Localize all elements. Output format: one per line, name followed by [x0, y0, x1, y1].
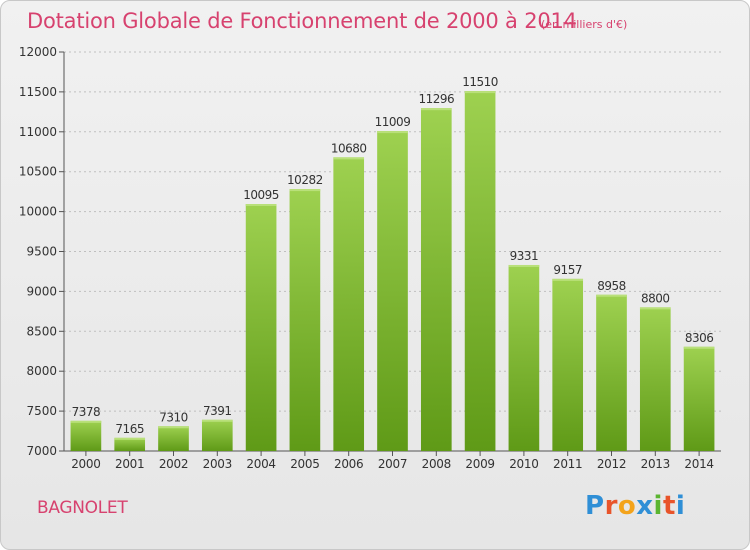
- y-tick-label: 7500: [26, 404, 57, 418]
- bar-2000[interactable]: [70, 420, 102, 451]
- x-tick-label: 2007: [378, 457, 407, 471]
- logo-letter: i: [675, 491, 686, 521]
- bar-highlight: [377, 131, 408, 134]
- value-label: 10282: [287, 173, 323, 187]
- proxiti-logo[interactable]: Proxiti: [585, 491, 685, 521]
- bar-2008[interactable]: [420, 108, 452, 451]
- x-tick-label: 2001: [115, 457, 144, 471]
- bar-2009[interactable]: [464, 91, 496, 452]
- bar-highlight: [420, 108, 452, 111]
- bar-2004[interactable]: [245, 204, 277, 451]
- y-tick-label: 9500: [26, 245, 57, 259]
- bar-2011[interactable]: [552, 278, 584, 451]
- value-label: 11510: [462, 75, 498, 89]
- y-tick-label: 11000: [19, 125, 57, 139]
- value-label: 7310: [159, 410, 188, 424]
- bar-highlight: [245, 204, 277, 207]
- x-tick-label: 2013: [641, 457, 670, 471]
- y-tick-label: 11500: [19, 85, 57, 99]
- x-tick-label: 2002: [159, 457, 188, 471]
- x-tick-label: 2014: [684, 457, 713, 471]
- bar-highlight: [70, 420, 102, 423]
- x-tick-label: 2006: [334, 457, 363, 471]
- logo-letter: x: [636, 491, 654, 521]
- bar-2003[interactable]: [201, 419, 233, 451]
- y-tick-label: 8000: [26, 364, 57, 378]
- x-tick-label: 2004: [246, 457, 275, 471]
- x-tick-label: 2011: [553, 457, 582, 471]
- y-tick-label: 7000: [26, 444, 57, 458]
- commune-name: BAGNOLET: [37, 498, 128, 518]
- bar-highlight: [114, 437, 146, 440]
- bar-highlight: [683, 346, 715, 349]
- bar-highlight: [552, 278, 584, 281]
- bar-2005[interactable]: [289, 189, 321, 451]
- bar-2012[interactable]: [596, 294, 627, 451]
- value-label: 11296: [418, 92, 454, 106]
- value-label: 10095: [243, 188, 279, 202]
- bar-2014[interactable]: [683, 346, 715, 451]
- x-tick-label: 2012: [597, 457, 626, 471]
- value-label: 7378: [72, 405, 101, 419]
- value-label: 10680: [331, 141, 367, 155]
- bar-2001[interactable]: [114, 437, 146, 451]
- bar-highlight: [333, 157, 365, 160]
- x-tick-label: 2000: [71, 457, 100, 471]
- bar-highlight: [639, 307, 671, 310]
- bar-2013[interactable]: [639, 307, 671, 451]
- y-tick-label: 10500: [19, 165, 57, 179]
- x-tick-label: 2003: [203, 457, 232, 471]
- value-label: 7391: [203, 404, 232, 418]
- value-label: 8306: [685, 331, 714, 345]
- bar-highlight: [201, 419, 233, 422]
- bar-2006[interactable]: [333, 157, 365, 451]
- x-tick-label: 2005: [290, 457, 319, 471]
- value-label: 11009: [375, 115, 411, 129]
- unit-note: (en milliers d'€): [541, 18, 628, 31]
- logo-letter: i: [653, 491, 663, 521]
- bar-2010[interactable]: [508, 264, 540, 451]
- y-tick-label: 10000: [19, 205, 57, 219]
- value-label: 9331: [510, 249, 539, 263]
- x-tick-label: 2010: [509, 457, 538, 471]
- x-tick-label: 2009: [465, 457, 494, 471]
- x-tick-label: 2008: [422, 457, 451, 471]
- y-tick-label: 12000: [19, 45, 57, 59]
- value-label: 7165: [115, 422, 144, 436]
- y-tick-label: 9000: [26, 284, 57, 298]
- bar-highlight: [596, 294, 627, 297]
- value-label: 8958: [597, 279, 626, 293]
- logo-letter: t: [662, 491, 676, 521]
- logo-letter: o: [617, 491, 637, 521]
- bar-highlight: [464, 91, 496, 94]
- bar-highlight: [508, 264, 540, 267]
- chart-title: Dotation Globale de Fonctionnement de 20…: [27, 9, 577, 33]
- bar-2007[interactable]: [377, 131, 408, 452]
- bar-2002[interactable]: [158, 426, 189, 451]
- bar-highlight: [289, 189, 321, 192]
- value-label: 9157: [553, 263, 582, 277]
- y-tick-label: 8500: [26, 324, 57, 338]
- bar-highlight: [158, 426, 189, 429]
- value-label: 8800: [641, 291, 670, 305]
- logo-letter: r: [604, 491, 618, 521]
- logo-letter: P: [585, 491, 605, 521]
